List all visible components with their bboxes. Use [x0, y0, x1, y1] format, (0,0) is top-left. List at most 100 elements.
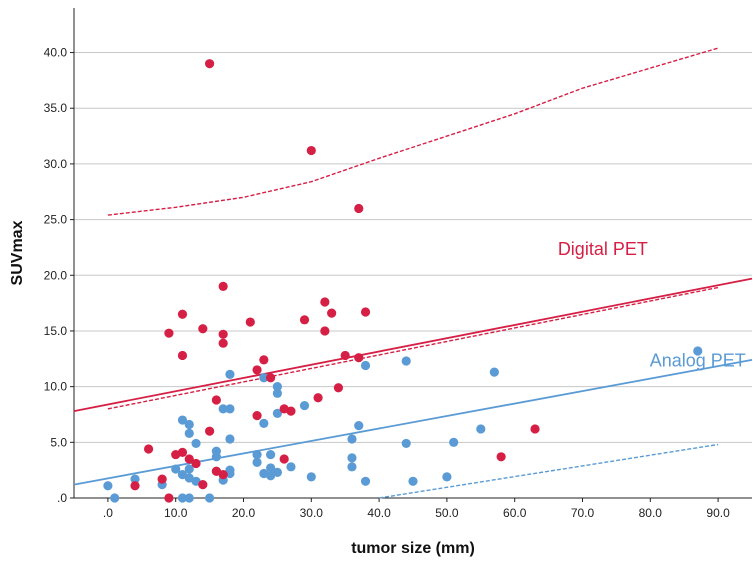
digital-data-point — [184, 454, 194, 464]
analog-data-point — [266, 449, 276, 460]
x-axis-title: tumor size (mm) — [351, 540, 475, 557]
digital-data-point — [198, 324, 208, 334]
y-tick-label: 25.0 — [44, 213, 68, 227]
x-tick-label: 60.0 — [503, 506, 527, 520]
analog-data-point — [347, 434, 357, 444]
digital-data-point — [360, 307, 371, 317]
x-tick-label: 40.0 — [367, 506, 391, 520]
analog-data-point — [272, 388, 282, 398]
analog-fit-line — [73, 359, 753, 486]
analog-data-point — [191, 438, 201, 449]
digital-data-point — [266, 373, 276, 383]
annotations: Digital PET Analog PET — [558, 239, 746, 370]
analog-data-point — [449, 437, 459, 447]
digital-data-point — [218, 281, 228, 292]
analog-data-point — [252, 457, 262, 467]
analog-data-point — [184, 419, 194, 430]
y-tick-label: 40.0 — [44, 46, 68, 60]
digital-data-point — [354, 203, 364, 214]
digital-data-point — [245, 317, 255, 327]
analog-data-point — [211, 446, 221, 456]
analog-data-point — [252, 449, 262, 460]
analog-pet-label: Analog PET — [650, 351, 746, 371]
analog-data-point — [489, 367, 499, 377]
y-axis-title: SUVmax — [9, 220, 26, 285]
analog-data-point — [259, 373, 269, 383]
analog-data-point — [171, 464, 181, 474]
analog-data-point — [225, 404, 235, 414]
y-tick-label: .0 — [57, 491, 67, 505]
analog-data-point — [103, 481, 113, 491]
digital-data-point — [164, 493, 174, 503]
fit-lines — [73, 47, 753, 499]
analog-data-point — [259, 418, 269, 428]
analog-data-point — [354, 421, 364, 431]
digital-data-point — [320, 326, 330, 336]
analog-data-point — [266, 463, 276, 473]
x-tick-label: .0 — [103, 506, 113, 520]
digital-data-point — [530, 424, 540, 434]
y-axis-ticks: .0 5.0 10.0 15.0 20.0 25.0 30.0 35.0 40.0 — [44, 46, 74, 505]
data-points — [103, 59, 703, 503]
analog-data-point — [442, 472, 452, 482]
digital-data-point — [259, 355, 269, 365]
digital-data-point — [211, 395, 221, 405]
analog-data-point — [476, 424, 486, 434]
digital-data-point — [333, 383, 344, 393]
analog-data-point — [110, 493, 120, 503]
digital-data-point — [327, 308, 337, 318]
analog-data-point — [347, 453, 357, 463]
digital-data-point — [252, 410, 262, 421]
x-tick-label: 20.0 — [232, 506, 256, 520]
x-tick-label: 80.0 — [639, 506, 663, 520]
y-tick-label: 10.0 — [44, 380, 68, 394]
analog-data-point — [272, 467, 282, 477]
analog-data-point — [347, 462, 357, 472]
digital-data-point — [252, 365, 262, 375]
y-tick-label: 35.0 — [44, 101, 68, 115]
x-tick-label: 30.0 — [300, 506, 324, 520]
digital-data-point — [496, 452, 506, 462]
analog-data-point — [360, 360, 371, 371]
analog-data-point — [299, 400, 310, 411]
analog-data-point — [177, 415, 188, 425]
x-tick-label: 10.0 — [164, 506, 188, 520]
y-tick-label: 20.0 — [44, 268, 68, 282]
x-tick-label: 70.0 — [571, 506, 595, 520]
digital-data-point — [177, 447, 188, 457]
analog-data-point — [130, 474, 140, 484]
digital-data-point — [218, 329, 228, 339]
analog-data-point — [184, 428, 194, 439]
analog-data-point — [177, 493, 188, 503]
grid-lines — [74, 52, 752, 443]
analog-data-point — [272, 382, 282, 392]
analog-data-point — [205, 493, 215, 503]
analog-data-point — [225, 468, 235, 479]
analog-data-point — [693, 346, 703, 356]
digital-data-point — [143, 444, 154, 454]
analog-data-point — [225, 369, 235, 379]
digital-data-point — [164, 328, 174, 338]
analog-data-point — [306, 472, 316, 482]
digital-data-point — [279, 454, 289, 464]
analog-data-point — [184, 464, 194, 474]
digital-data-point — [177, 350, 188, 361]
digital-data-point — [157, 474, 167, 484]
digital-data-point — [218, 338, 228, 348]
y-tick-label: 15.0 — [44, 324, 68, 338]
digital-data-point — [130, 481, 140, 491]
analog-data-point — [408, 476, 418, 486]
digital-data-point — [340, 350, 350, 361]
digital-data-point — [198, 480, 208, 490]
digital-prediction-curve — [107, 47, 719, 216]
digital-confidence-line — [107, 286, 719, 410]
analog-data-point — [218, 404, 228, 414]
analog-data-point — [286, 462, 296, 472]
digital-data-point — [313, 393, 323, 403]
digital-data-point — [218, 470, 228, 480]
digital-data-point — [191, 458, 201, 469]
y-tick-label: 30.0 — [44, 157, 68, 171]
axes — [73, 8, 752, 499]
digital-data-point — [320, 297, 330, 307]
analog-data-point — [360, 476, 371, 486]
